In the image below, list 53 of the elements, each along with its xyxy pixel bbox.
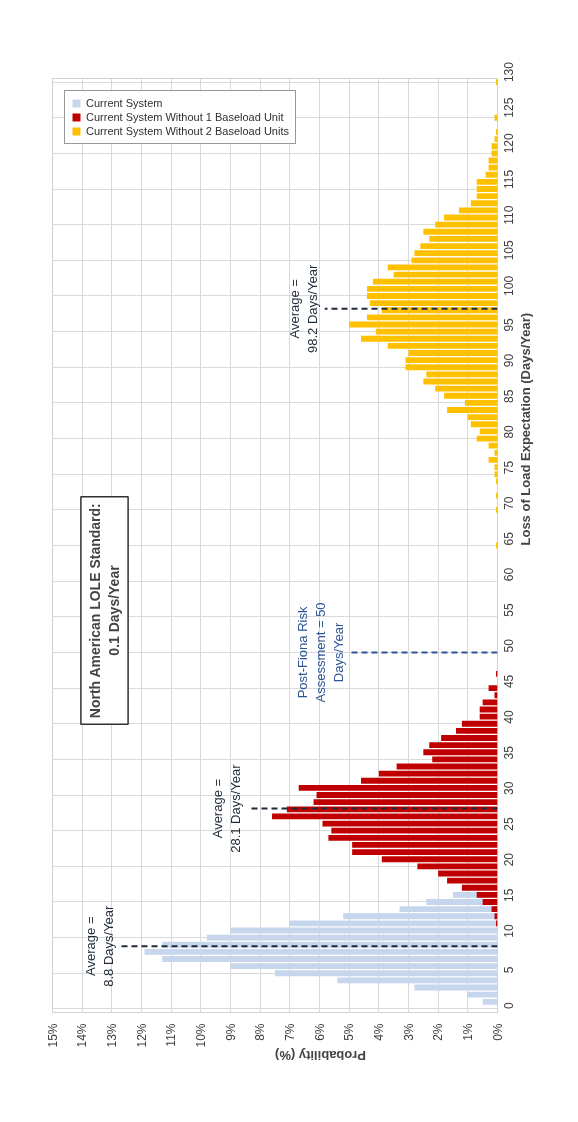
x-tick-label: 11% bbox=[164, 1023, 179, 1047]
y-tick-label: 95 bbox=[502, 317, 516, 332]
x-tick-label: 6% bbox=[312, 1023, 327, 1041]
y-tick-label: 70 bbox=[502, 496, 516, 510]
x-tick-label: 9% bbox=[223, 1023, 238, 1041]
y-tick-label: 60 bbox=[502, 567, 516, 582]
y-tick-label: 30 bbox=[502, 781, 516, 796]
y-tick-label: 110 bbox=[502, 205, 516, 225]
x-tick-label: 15% bbox=[45, 1023, 60, 1048]
y-tick-label: 20 bbox=[502, 852, 516, 867]
x-tick-label: 7% bbox=[282, 1023, 297, 1041]
y-tick-label: 80 bbox=[502, 424, 516, 439]
y-tick-label: 50 bbox=[502, 638, 516, 653]
y-tick-label: 5 bbox=[502, 966, 516, 974]
x-tick-label: 10% bbox=[193, 1023, 208, 1048]
x-tick-label: 0% bbox=[490, 1023, 505, 1041]
x-axis-title: Probability (%) bbox=[274, 1048, 367, 1064]
y-tick-label: 130 bbox=[502, 61, 516, 83]
x-tick-label: 14% bbox=[75, 1023, 90, 1048]
y-tick-label: 75 bbox=[502, 460, 516, 475]
y-tick-label: 45 bbox=[502, 674, 516, 689]
ref-line-label: Post-Fiona Risk Assessment = 50 Days/Year bbox=[295, 602, 347, 703]
x-tick-label: 12% bbox=[134, 1023, 149, 1048]
ref-line-label: Average = 98.2 Days/Year bbox=[287, 263, 321, 353]
legend-label: Current System Without 1 Baseload Unit bbox=[86, 111, 284, 123]
y-tick-label: 85 bbox=[502, 389, 516, 403]
y-tick-label: 100 bbox=[502, 275, 516, 296]
y-axis-title: Loss of Load Expectation (Days/Year) bbox=[518, 312, 533, 546]
x-tick-label: 1% bbox=[460, 1023, 475, 1041]
y-tick-label: 65 bbox=[502, 531, 516, 546]
x-tick-label: 8% bbox=[253, 1023, 268, 1041]
y-tick-label: 55 bbox=[502, 603, 516, 617]
x-tick-label: 2% bbox=[431, 1023, 446, 1041]
annotation: North American LOLE Standard: 0.1 Days/Year bbox=[86, 503, 123, 719]
y-tick-label: 15 bbox=[502, 888, 516, 902]
x-tick-label: 13% bbox=[104, 1023, 119, 1048]
y-tick-label: 35 bbox=[502, 745, 516, 760]
ref-line-label: Average = 8.8 Days/Year bbox=[82, 904, 116, 987]
y-tick-label: 125 bbox=[502, 97, 516, 118]
legend-label: Current System Without 2 Baseload Units bbox=[86, 125, 289, 137]
x-tick-label: 3% bbox=[401, 1023, 416, 1041]
y-tick-label: 40 bbox=[502, 710, 516, 724]
y-tick-label: 120 bbox=[502, 133, 516, 154]
x-tick-label: 4% bbox=[371, 1023, 386, 1041]
y-tick-label: 90 bbox=[502, 353, 516, 368]
legend-label: Current System bbox=[86, 97, 163, 109]
y-tick-label: 10 bbox=[502, 923, 516, 938]
y-tick-label: 115 bbox=[502, 169, 516, 190]
y-tick-label: 105 bbox=[502, 239, 516, 261]
y-tick-label: 25 bbox=[502, 817, 516, 831]
y-tick-label: 0 bbox=[502, 1001, 516, 1009]
ref-line-label: Average = 28.1 Days/Year bbox=[210, 763, 244, 853]
x-tick-label: 5% bbox=[342, 1023, 357, 1041]
